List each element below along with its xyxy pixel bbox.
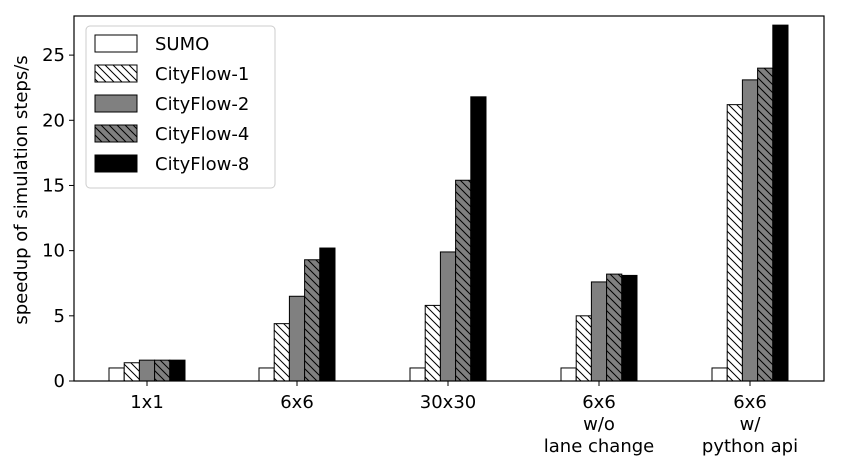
bar-cityflow-1-0 (123, 362, 140, 382)
bars-layer (108, 24, 789, 382)
legend-label: CityFlow-8 (155, 154, 249, 175)
bar-cityflow-2-1 (288, 295, 306, 382)
bar-cityflow-4-1 (304, 259, 321, 382)
legend: SUMO CityFlow-1 CityFlow-2 CityFlow-4 CityFl… (85, 25, 276, 189)
y-tick-label: 15 (42, 175, 65, 196)
x-tick-label: 1x1 (130, 392, 164, 413)
bar-cityflow-1-2 (424, 304, 441, 382)
x-tick-label: lane change (544, 436, 654, 457)
legend-label: CityFlow-2 (155, 94, 249, 115)
bar-cityflow-1-3 (575, 315, 592, 382)
x-tick-label: w/o (583, 414, 615, 435)
bar-cityflow-1-1 (273, 323, 290, 382)
x-tick-label: 6x6 (280, 392, 314, 413)
y-tick-label: 20 (42, 110, 65, 131)
bar-cityflow-4-3 (606, 273, 623, 382)
y-tick-label: 10 (42, 241, 65, 262)
bar-cityflow-1-4 (726, 104, 743, 382)
bar-cityflow-2-4 (741, 79, 759, 382)
bar-cityflow-4-0 (154, 359, 171, 382)
bar-sumo-0 (108, 367, 125, 382)
legend-label: CityFlow-1 (155, 64, 249, 85)
bar-sumo-2 (409, 367, 426, 382)
legend-swatch (94, 94, 138, 113)
bar-cityflow-8-0 (169, 359, 186, 382)
bar-cityflow-8-3 (621, 274, 638, 382)
x-tick-label: w/ (740, 414, 762, 435)
plot-frame (73, 15, 825, 382)
bar-sumo-4 (711, 367, 728, 382)
y-tick-label: 25 (42, 45, 65, 66)
y-tick-label: 5 (54, 306, 65, 327)
legend-label: CityFlow-4 (155, 124, 249, 145)
x-tick-label: 6x6 (733, 392, 767, 413)
legend-label: SUMO (155, 34, 209, 55)
legend-swatch (94, 124, 138, 143)
bar-cityflow-8-1 (319, 247, 336, 382)
legend-swatch (94, 34, 138, 53)
x-tick-label: python api (702, 436, 798, 457)
bar-cityflow-2-0 (138, 359, 156, 382)
bar-cityflow-4-2 (455, 179, 472, 382)
bar-cityflow-2-2 (439, 251, 457, 382)
bar-cityflow-8-4 (772, 24, 789, 382)
legend-swatch (94, 154, 138, 173)
bar-sumo-3 (560, 367, 577, 382)
y-axis-label: speedup of simulation steps/s (11, 55, 32, 324)
bar-sumo-1 (258, 367, 275, 382)
x-tick-label: 30x30 (420, 392, 476, 413)
bar-cityflow-8-2 (470, 96, 487, 382)
y-tick-label: 0 (54, 371, 65, 392)
x-tick-label: 6x6 (582, 392, 616, 413)
legend-swatch (94, 64, 138, 83)
bar-cityflow-2-3 (590, 281, 608, 382)
bar-cityflow-4-4 (757, 67, 774, 382)
